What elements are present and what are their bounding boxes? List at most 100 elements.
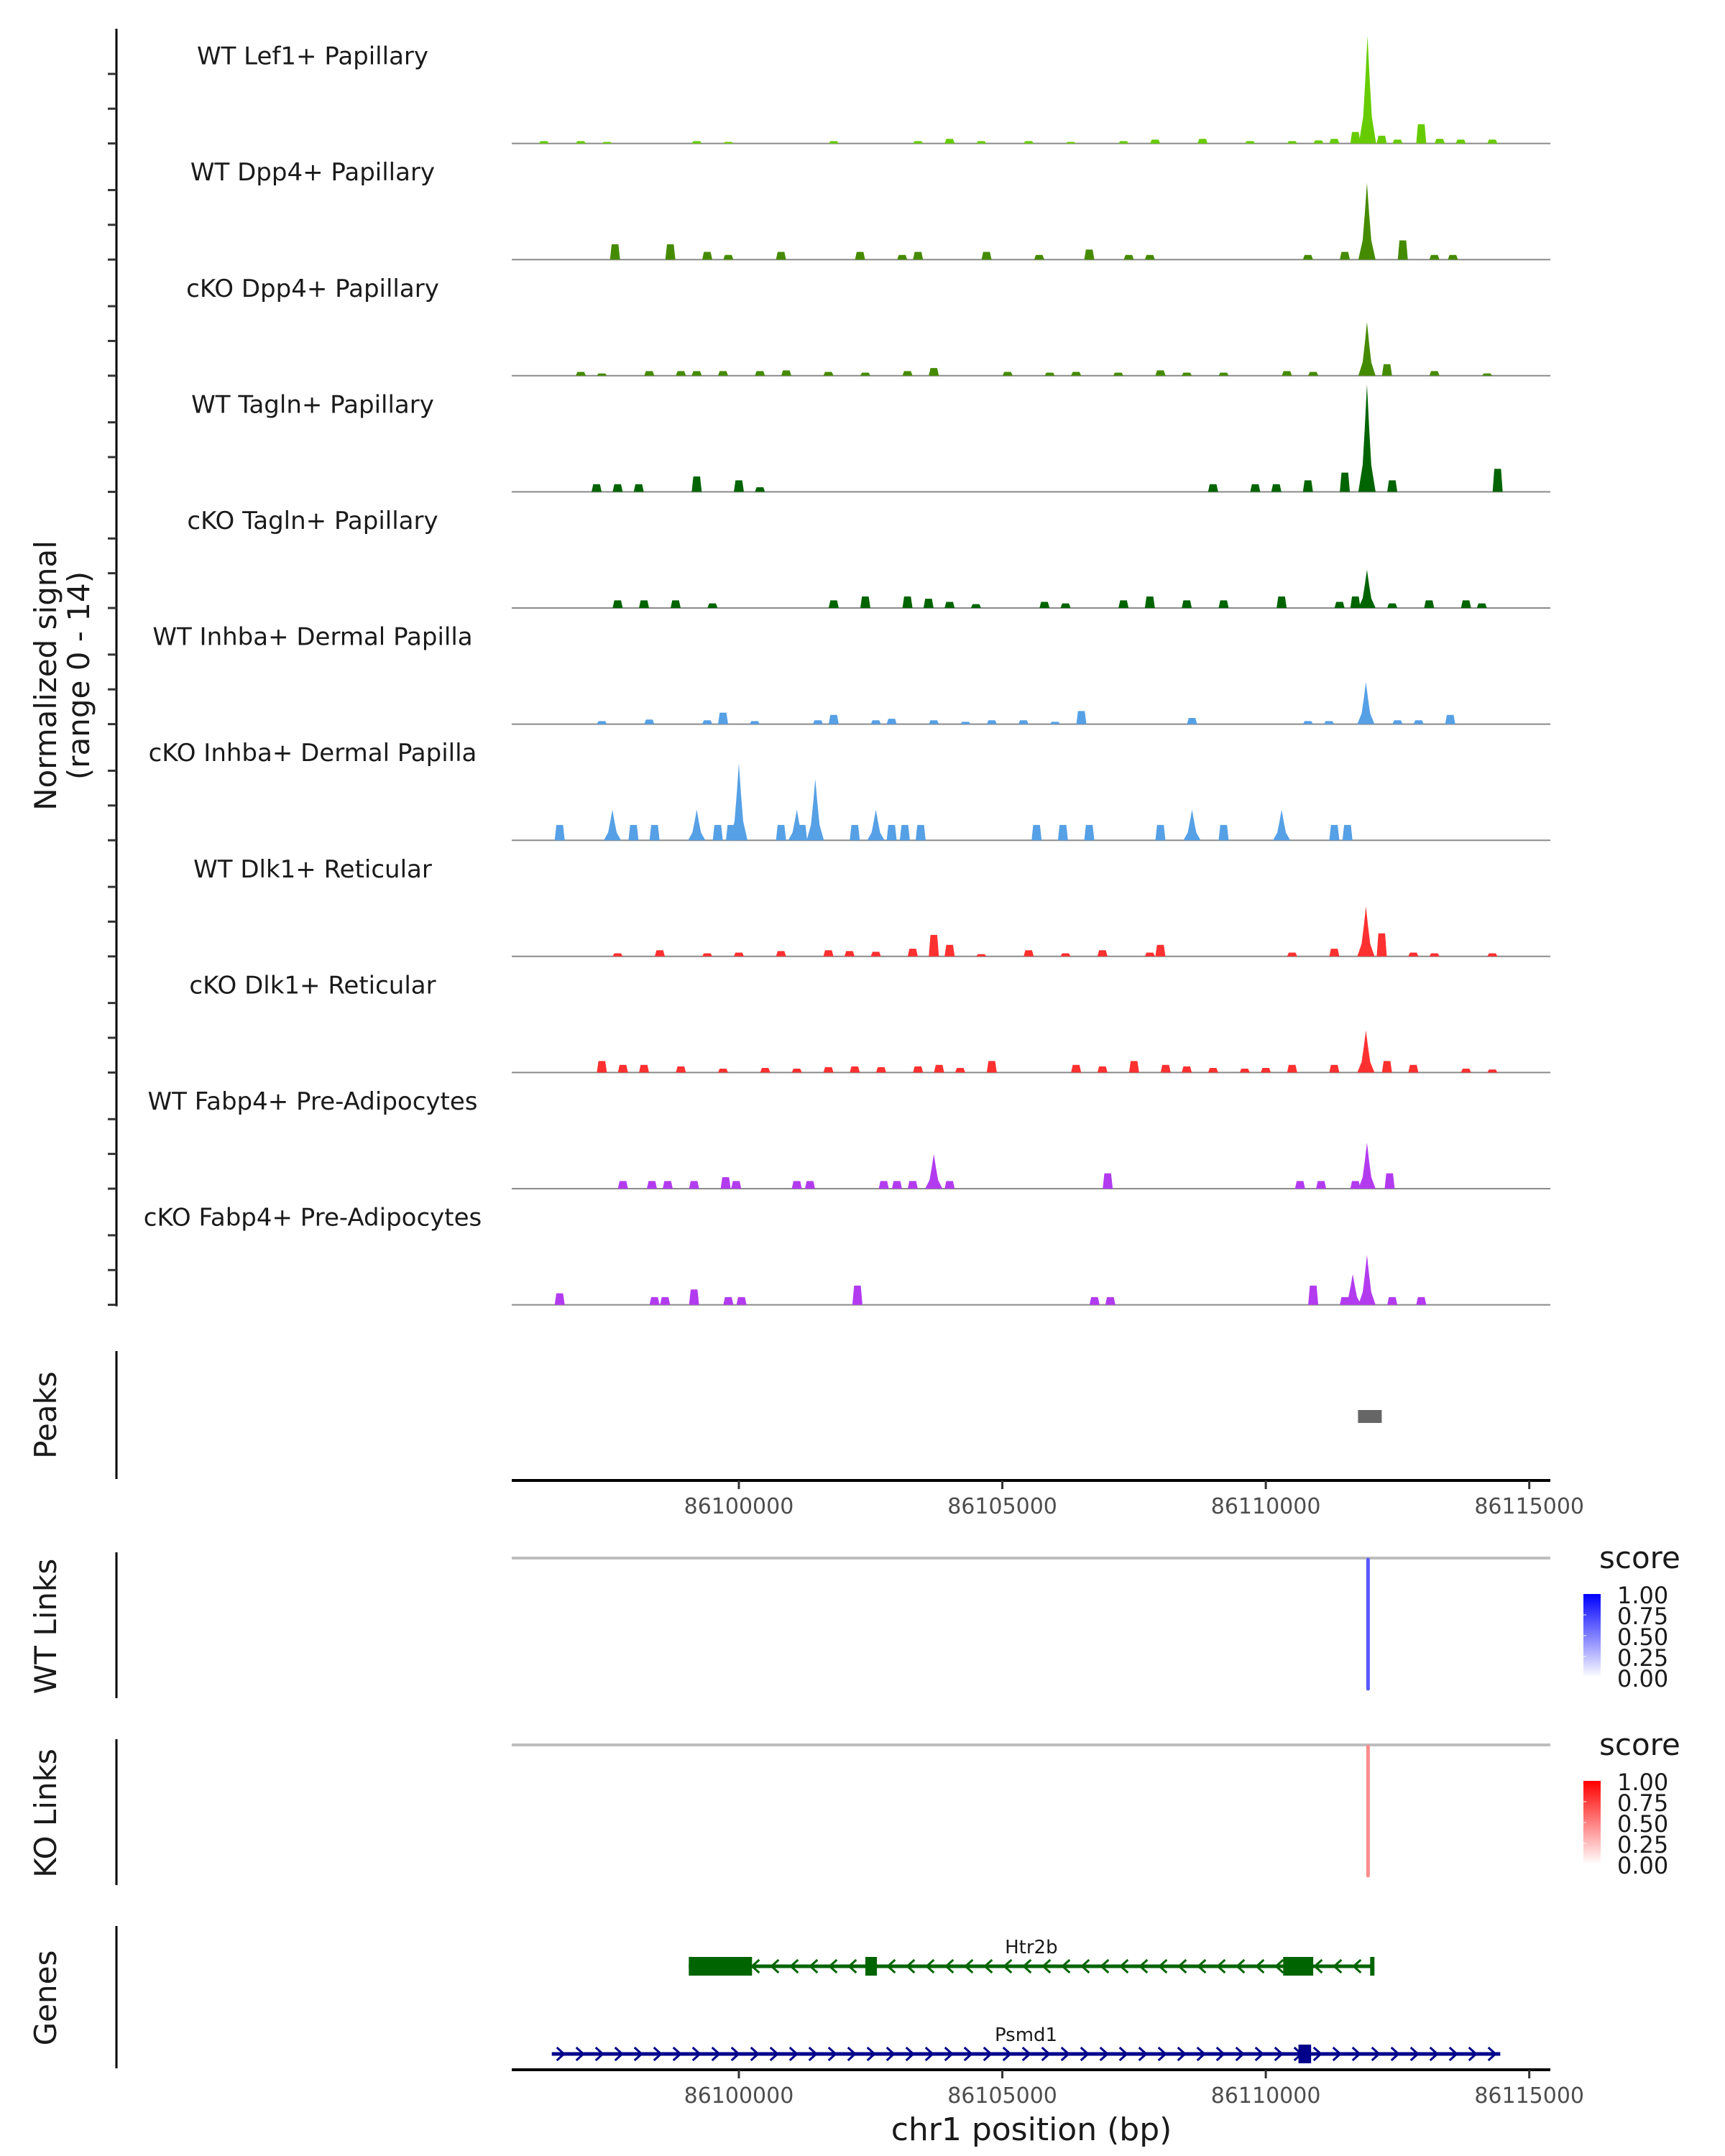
signal-peak: [702, 720, 712, 724]
signal-peak: [1413, 720, 1424, 724]
gene-models: Htr2b Psmd1: [551, 1937, 1501, 2063]
strand-arrow: [633, 2046, 643, 2062]
coverage-y-label-line1: Normalized signal: [28, 540, 63, 811]
strand-arrow: [750, 1958, 760, 1974]
signal-peak: [1358, 36, 1376, 144]
signal-peak: [913, 141, 924, 144]
strand-arrow: [1100, 1958, 1110, 1974]
signal-peak: [860, 372, 870, 376]
signal-peak: [1358, 569, 1376, 608]
signal-peak: [1044, 372, 1055, 376]
strand-arrow: [1448, 2046, 1458, 2062]
signal-peak: [749, 721, 760, 724]
signal-peak: [720, 1176, 731, 1189]
signal-peak: [1340, 472, 1351, 492]
strand-arrow: [1333, 1958, 1343, 1974]
x-tick-label: 86100000: [684, 2083, 794, 2109]
signal-peak: [796, 824, 807, 841]
signal-peak: [1049, 722, 1060, 724]
signal-peak: [970, 604, 981, 608]
signal-peak: [1187, 718, 1197, 724]
signal-peak: [1024, 141, 1034, 144]
legend-title: score: [1599, 1727, 1680, 1762]
coverage-y-label-line2: (range 0 - 14): [61, 571, 96, 780]
signal-peak: [1144, 254, 1155, 260]
signal-peak: [707, 603, 718, 608]
signal-peak: [944, 1181, 955, 1189]
signal-peak: [867, 809, 885, 841]
signal-peak: [647, 1181, 658, 1189]
strand-arrow: [1157, 2046, 1167, 2062]
track-label: WT Tagln+ Papillary: [191, 390, 434, 419]
signal-peak: [1487, 953, 1498, 957]
x-axis-top: 86100000 86105000 86110000 86115000: [512, 1479, 1584, 1519]
x-axis-bottom: 86100000 86105000 86110000 86115000: [512, 2068, 1584, 2109]
legend-tick-label: 0.00: [1617, 1665, 1668, 1692]
signal-peak: [1408, 952, 1419, 957]
signal-peak: [597, 373, 607, 376]
signal-peak: [1429, 254, 1440, 260]
strand-arrow: [788, 2046, 799, 2062]
signal-peak: [791, 1069, 802, 1073]
signal-peak: [717, 1069, 728, 1073]
signal-peak: [1118, 600, 1129, 608]
signal-peak: [1024, 950, 1034, 957]
signal-peak: [1060, 953, 1071, 957]
signal-peak: [1282, 371, 1292, 376]
signal-peak: [1487, 1069, 1498, 1073]
signal-peak: [828, 714, 839, 724]
x-tick-label: 86115000: [1474, 2083, 1584, 2109]
signal-peak: [1065, 142, 1076, 144]
signal-peak: [1435, 139, 1445, 144]
gene-exon: [689, 1957, 753, 1976]
strand-arrow: [672, 2046, 682, 2062]
signal-peak: [986, 1061, 997, 1073]
signal-peak: [1218, 372, 1229, 376]
signal-peak: [733, 952, 744, 957]
signal-peak: [604, 809, 622, 841]
signal-peak: [689, 1181, 699, 1189]
strand-arrow: [1080, 1958, 1090, 1974]
strand-arrow: [1022, 1958, 1032, 1974]
signal-peak: [717, 371, 728, 376]
gene-model: Htr2b: [689, 1937, 1375, 1976]
signal-peak: [828, 141, 839, 144]
strand-arrow: [1002, 2046, 1012, 2062]
signal-peak: [1381, 364, 1392, 376]
signal-peak: [886, 824, 897, 841]
gene-exon: [865, 1957, 878, 1976]
track-label: cKO Tagln+ Papillary: [187, 507, 438, 535]
signal-peak: [1197, 139, 1208, 144]
signal-peak: [1358, 1255, 1376, 1305]
signal-peak: [733, 480, 744, 492]
links-label: WT Links: [28, 1559, 63, 1694]
signal-peak: [597, 1061, 607, 1073]
gene-exon: [1298, 2045, 1312, 2063]
signal-peak: [860, 596, 870, 608]
coverage-tracks: WT Lef1+ Papillary WT Dpp4+ Papillary cKO …: [144, 36, 1550, 1306]
strand-arrow: [963, 2046, 973, 2062]
track-label: WT Inhba+ Dermal Papilla: [152, 623, 472, 652]
strand-arrow: [556, 2046, 566, 2062]
signal-peak: [850, 824, 860, 841]
signal-peak: [1123, 254, 1134, 260]
strand-arrow: [1177, 2046, 1187, 2062]
signal-peak: [691, 371, 702, 376]
signal-peak: [731, 1181, 742, 1189]
x-tick-label: 86105000: [947, 2083, 1057, 2109]
gene-model: Psmd1: [551, 2024, 1501, 2063]
signal-peak: [1218, 824, 1229, 841]
signal-peak: [852, 1285, 862, 1305]
strand-arrow: [964, 1958, 974, 1974]
signal-peak: [1273, 809, 1291, 841]
signal-peak: [823, 950, 834, 957]
signal-peak: [1376, 933, 1387, 957]
signal-peak: [855, 252, 865, 260]
genes-label: Genes: [28, 1950, 63, 2046]
signal-peak: [612, 484, 623, 492]
strand-arrow: [847, 2046, 857, 2062]
signal-peak: [702, 953, 712, 957]
strand-arrow: [1390, 2046, 1400, 2062]
signal-peak: [1071, 372, 1082, 376]
strand-arrow: [1371, 2046, 1381, 2062]
